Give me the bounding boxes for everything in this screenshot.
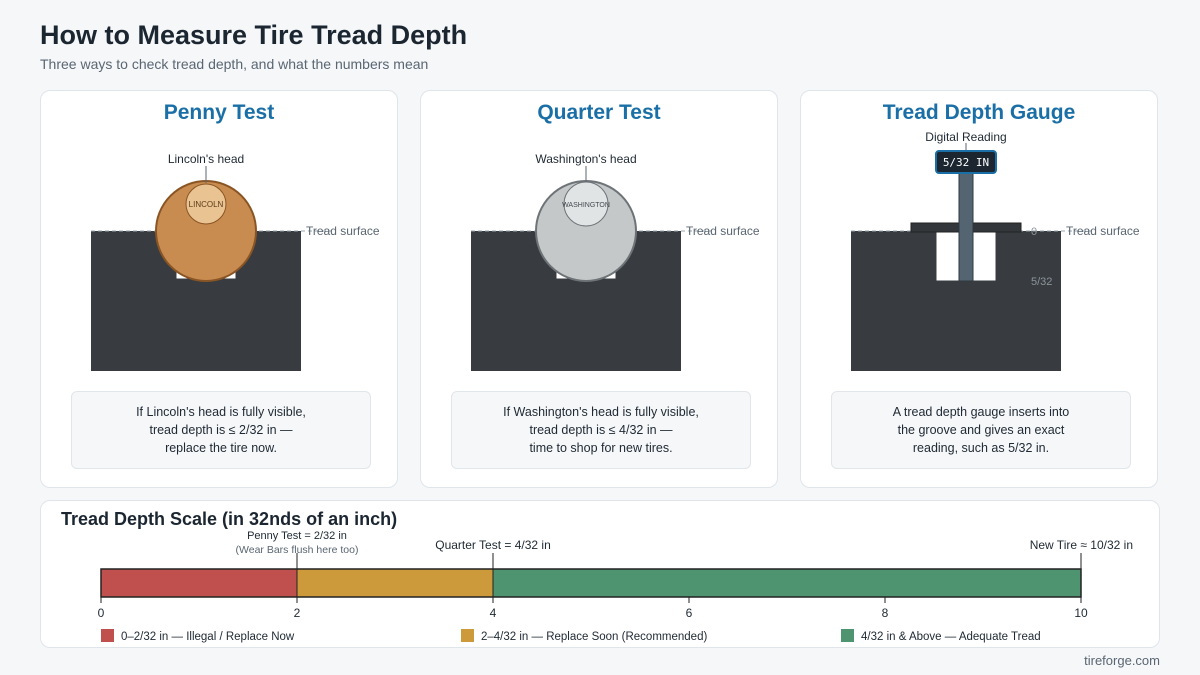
lincoln-head-icon	[185, 183, 227, 225]
coin-text: LINCOLN	[189, 200, 224, 209]
scale-segment	[297, 569, 493, 597]
quarter-illustration: WASHINGTON Washington's head Tread surfa…	[471, 152, 760, 371]
scale-segment	[493, 569, 1081, 597]
quarter-note: If Washington's head is fully visible, t…	[451, 391, 751, 469]
tread-gauge-title: Tread Depth Gauge	[882, 101, 1076, 124]
quarter-test-card: Quarter Test WASHINGTON Washington's hea…	[420, 90, 778, 488]
scale-marker-sublabel: (Wear Bars flush here too)	[236, 544, 359, 556]
tread-gauge-card: Tread Depth Gauge 5/32 IN Digital Readin…	[800, 90, 1158, 488]
scale-tick-label: 2	[294, 606, 301, 620]
legend-swatch	[461, 629, 474, 642]
legend-label: 2–4/32 in — Replace Soon (Recommended)	[481, 631, 707, 643]
scale-tick-label: 0	[98, 606, 105, 620]
legend-label: 4/32 in & Above — Adequate Tread	[861, 631, 1041, 643]
penny-illustration: LINCOLN Lincoln's head Tread surface	[91, 152, 380, 371]
legend-swatch	[841, 629, 854, 642]
scale-tick-label: 10	[1074, 606, 1088, 620]
page-subtitle: Three ways to check tread depth, and wha…	[40, 56, 429, 72]
scale-segment	[101, 569, 297, 597]
tread-depth-scale-chart: 0 2 4 6 8 10 Penny Test = 2/32 in (Wear Bars fl…	[98, 530, 1133, 643]
scale-title: Tread Depth Scale (in 32nds of an inch)	[61, 509, 398, 529]
scale-marker-label: New Tire ≈ 10/32 in	[1030, 538, 1133, 552]
legend-label: 0–2/32 in — Illegal / Replace Now	[121, 631, 295, 643]
tread-depth-scale-panel: Tread Depth Scale (in 32nds of an inch) …	[40, 500, 1160, 648]
scale-tick-label: 6	[686, 606, 693, 620]
scale-marker-label: Quarter Test = 4/32 in	[435, 538, 551, 552]
coin-text: WASHINGTON	[562, 202, 610, 209]
tread-surface-label: Tread surface	[686, 224, 760, 238]
penny-note: If Lincoln's head is fully visible, trea…	[71, 391, 371, 469]
gauge-display	[935, 150, 997, 174]
pointer-label: Washington's head	[535, 152, 636, 166]
quarter-test-title: Quarter Test	[537, 101, 661, 124]
penny-test-card: Penny Test LINCOLN Lincoln's head Tread …	[40, 90, 398, 488]
scale-tick-label: 8	[882, 606, 889, 620]
gauge-illustration: 5/32 IN Digital Reading 0 5/32 Tread sur…	[851, 130, 1140, 371]
pointer-label: Lincoln's head	[168, 152, 244, 166]
gauge-mark-zero: 0	[1031, 226, 1037, 238]
tread-surface-label: Tread surface	[1066, 224, 1140, 238]
scale-tick-label: 4	[490, 606, 497, 620]
scale-marker-label: Penny Test = 2/32 in	[247, 530, 347, 542]
penny-test-title: Penny Test	[163, 101, 275, 124]
tread-surface-label: Tread surface	[306, 224, 380, 238]
pointer-label: Digital Reading	[925, 130, 1006, 144]
footer-site: tireforge.com	[1084, 653, 1160, 668]
legend-swatch	[101, 629, 114, 642]
gauge-mark-depth: 5/32	[1031, 276, 1052, 288]
gauge-probe	[958, 170, 974, 282]
gauge-reading: 5/32 IN	[943, 156, 989, 169]
gauge-note: A tread depth gauge inserts into the gro…	[831, 391, 1131, 469]
page-title: How to Measure Tire Tread Depth	[40, 20, 468, 50]
